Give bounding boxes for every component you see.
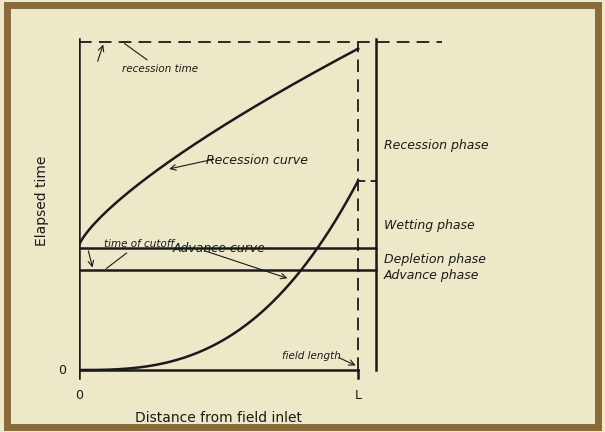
Text: Advance curve: Advance curve	[173, 242, 266, 255]
Text: Recession curve: Recession curve	[206, 154, 308, 167]
Text: Recession phase: Recession phase	[384, 139, 488, 152]
Text: Depletion phase: Depletion phase	[384, 253, 486, 266]
Text: Elapsed time: Elapsed time	[35, 156, 50, 246]
Text: field length: field length	[282, 352, 341, 362]
Text: Distance from field inlet: Distance from field inlet	[135, 410, 302, 425]
Text: Wetting phase: Wetting phase	[384, 219, 474, 232]
Text: recession time: recession time	[122, 44, 198, 74]
Text: 0: 0	[58, 363, 66, 377]
Text: Advance phase: Advance phase	[384, 269, 479, 282]
Text: 0: 0	[74, 389, 83, 402]
Text: L: L	[355, 389, 362, 402]
Text: time of cutoff: time of cutoff	[104, 238, 174, 269]
